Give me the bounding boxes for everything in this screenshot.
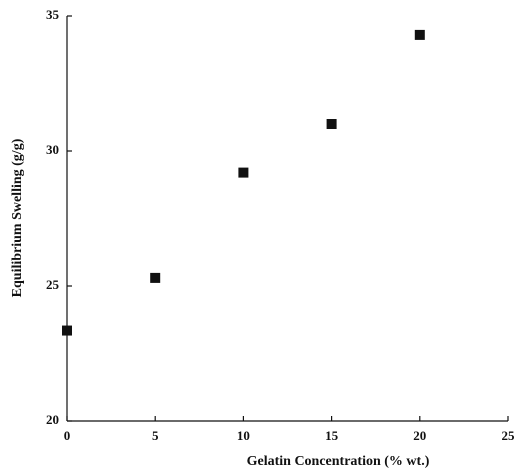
- point: [326, 119, 337, 129]
- x-tick-label: 25: [502, 428, 516, 443]
- y-tick-label: 20: [46, 412, 59, 427]
- x-tick-label: 0: [64, 428, 71, 443]
- point: [238, 167, 249, 178]
- y-tick-label: 25: [46, 277, 60, 292]
- point: [62, 325, 72, 336]
- y-tick-label: 35: [46, 7, 60, 22]
- point: [150, 272, 161, 283]
- x-tick-label: 15: [325, 428, 339, 443]
- point: [414, 29, 425, 40]
- x-tick-label: 5: [152, 428, 159, 443]
- y-tick-label: 30: [46, 142, 59, 157]
- x-tick-label: 20: [413, 428, 426, 443]
- x-axis-label: Gelatin Concentration (% wt.): [247, 454, 430, 469]
- x-tick-label: 10: [237, 428, 250, 443]
- y-axis-label: Equilibrium Swelling (g/g): [10, 138, 25, 297]
